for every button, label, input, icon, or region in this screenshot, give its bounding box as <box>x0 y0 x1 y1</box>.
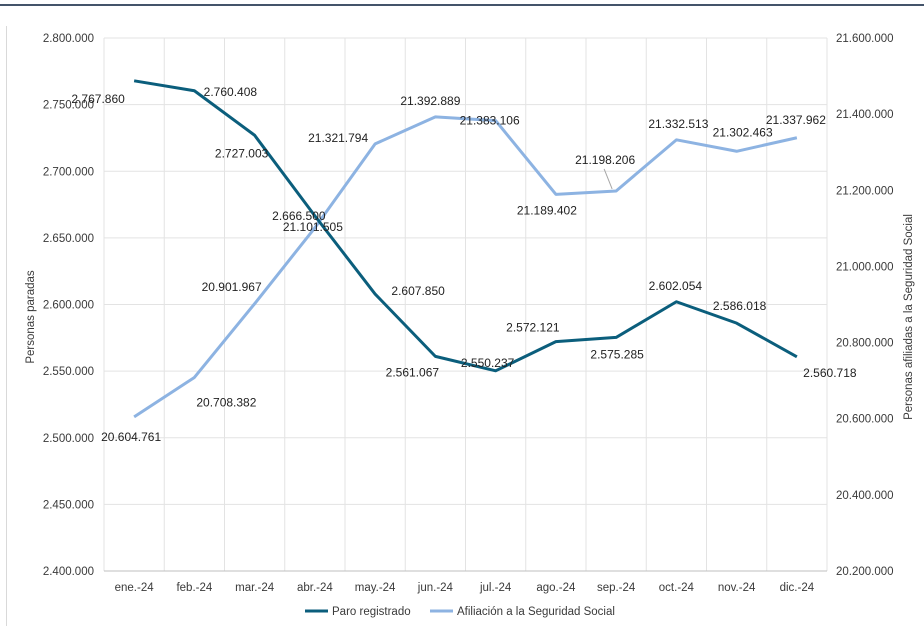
x-tick-label: dic.-24 <box>780 582 815 594</box>
x-tick-label: nov.-24 <box>718 582 756 594</box>
header-rule <box>0 4 924 6</box>
x-tick-label: jul.-24 <box>479 582 512 594</box>
data-label-afiliacion: 20.604.761 <box>101 430 161 444</box>
y-right-tick-label: 20.400.000 <box>836 490 894 502</box>
data-label-afiliacion: 21.337.962 <box>766 113 826 127</box>
data-label-afiliacion: 20.708.382 <box>196 395 256 409</box>
data-label-afiliacion: 21.321.794 <box>308 131 368 145</box>
x-tick-label: feb.-24 <box>176 582 212 594</box>
axis-ticks: 2.400.000 2.450.000 2.500.000 2.550.000 2.60… <box>43 33 894 594</box>
x-tick-label: sep.-24 <box>597 582 636 594</box>
gridlines <box>103 37 828 572</box>
data-label-afiliacion: 20.901.967 <box>202 280 262 294</box>
y-right-tick-label: 20.600.000 <box>836 414 894 426</box>
y-left-tick-label: 2.750.000 <box>43 100 94 112</box>
y-left-tick-label: 2.650.000 <box>43 233 94 245</box>
data-label-paro: 2.767.860 <box>71 92 125 106</box>
data-label-paro: 2.607.850 <box>391 284 445 298</box>
y-left-tick-label: 2.800.000 <box>43 33 94 45</box>
x-tick-label: abr.-24 <box>297 582 333 594</box>
y-right-tick-label: 21.000.000 <box>836 261 894 273</box>
data-label-afiliacion: 21.101.505 <box>283 220 343 234</box>
data-label-paro: 2.602.054 <box>649 279 703 293</box>
y-left-tick-label: 2.500.000 <box>43 433 94 445</box>
x-tick-label: ago.-24 <box>536 582 576 594</box>
y-left-tick-label: 2.550.000 <box>43 366 94 378</box>
data-label-paro: 2.560.718 <box>803 366 857 380</box>
legend: Paro registrado Afiliación a la Segurida… <box>305 606 615 618</box>
y-left-tick-label: 2.450.000 <box>43 499 94 511</box>
x-tick-label: may.-24 <box>355 582 396 594</box>
x-tick-label: jun.-24 <box>417 582 454 594</box>
label-leader-line <box>603 168 613 190</box>
data-label-paro: 2.550.237 <box>461 356 515 370</box>
data-label-paro: 2.561.067 <box>386 365 440 379</box>
data-label-afiliacion: 21.198.206 <box>575 153 635 167</box>
y-right-tick-label: 21.400.000 <box>836 109 894 121</box>
y-right-tick-label: 21.600.000 <box>836 33 894 45</box>
series-line-paro <box>133 79 798 373</box>
data-label-paro: 2.575.285 <box>590 347 644 361</box>
data-label-paro: 2.666.500 <box>272 209 326 223</box>
series-lines <box>133 79 798 419</box>
y-right-tick-label: 20.200.000 <box>836 566 894 578</box>
data-label-paro: 2.727.003 <box>215 146 269 160</box>
x-tick-label: ene.-24 <box>115 582 155 594</box>
y-right-axis-title: Personas afiliadas a la Seguridad Social <box>903 214 915 420</box>
data-label-afiliacion: 21.383.106 <box>460 114 520 128</box>
data-label-paro: 2.586.018 <box>713 299 767 313</box>
y-left-tick-label: 2.400.000 <box>43 566 94 578</box>
data-labels: 20.604.761 20.708.382 20.901.967 21.101.505… <box>71 85 856 444</box>
frame-edge <box>6 26 7 626</box>
data-label-afiliacion: 21.189.402 <box>517 203 577 217</box>
data-label-afiliacion: 21.302.463 <box>713 125 773 139</box>
legend-label-paro: Paro registrado <box>332 606 411 618</box>
x-tick-label: mar.-24 <box>235 582 275 594</box>
y-right-tick-label: 21.200.000 <box>836 185 894 197</box>
y-left-tick-label: 2.600.000 <box>43 300 94 312</box>
data-label-paro: 2.572.121 <box>506 321 560 335</box>
data-label-afiliacion: 21.392.889 <box>400 94 460 108</box>
data-label-afiliacion: 21.332.513 <box>648 117 708 131</box>
legend-label-afiliacion: Afiliación a la Seguridad Social <box>457 606 615 618</box>
x-tick-label: oct.-24 <box>659 582 695 594</box>
data-label-paro: 2.760.408 <box>204 85 258 99</box>
y-left-tick-label: 2.700.000 <box>43 166 94 178</box>
y-left-axis-title: Personas paradas <box>25 270 37 364</box>
y-right-tick-label: 20.800.000 <box>836 338 894 350</box>
series-line-afiliacion <box>133 115 798 419</box>
